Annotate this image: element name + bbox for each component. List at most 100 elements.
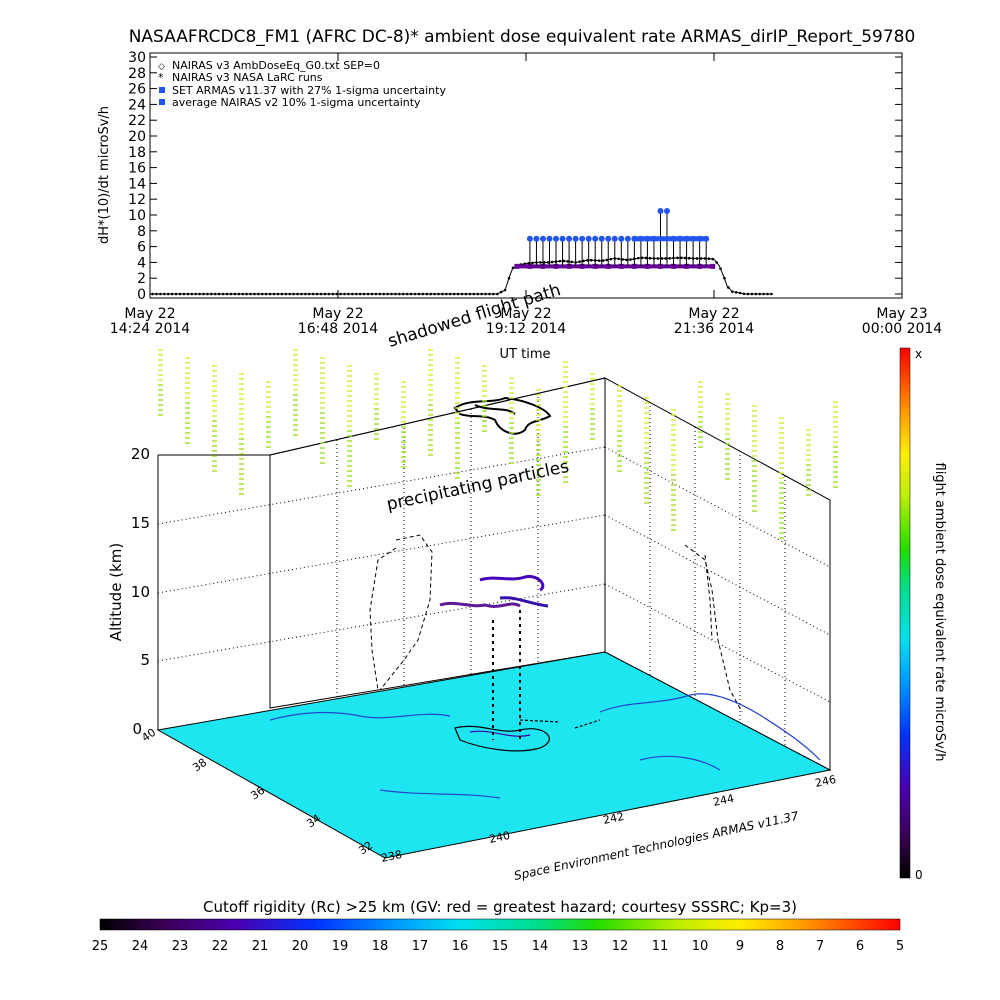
- nairas-v3-point: [182, 292, 186, 296]
- nairas-v3-point: [570, 260, 573, 264]
- nairas-v3-point: [566, 260, 570, 263]
- nairas-v3-point: [398, 292, 401, 296]
- rigidity-tick-label: 19: [332, 939, 349, 954]
- nairas-v3-point: [546, 261, 550, 264]
- nairas-v3-point: [217, 292, 221, 296]
- nairas-v3-point: [174, 292, 178, 296]
- armas-point: [585, 235, 592, 242]
- armas-point: [553, 235, 560, 242]
- nairas-v2-point: [710, 263, 716, 269]
- altitude-3d-plot: 0 5 10 15 20 Altitude (km) 40 38 36 34 3…: [107, 280, 838, 883]
- nairas-v3-point: [605, 258, 609, 262]
- nairas-v3-point: [676, 256, 679, 260]
- dose-colorbar-gradient: [899, 347, 911, 879]
- nairas-v3-point: [542, 261, 546, 264]
- nairas-v3-point: [292, 292, 295, 296]
- rigidity-tick-label: 11: [652, 939, 669, 954]
- legend-label: NAIRAS v3 NASA LaRC runs: [172, 71, 323, 84]
- nairas-v3-point: [210, 292, 213, 296]
- x-tick-time: 19:12 2014: [486, 321, 567, 337]
- rigidity-tick-label: 5: [896, 939, 904, 954]
- nairas-v3-point: [656, 257, 660, 260]
- flight-path-projections: [369, 534, 743, 713]
- nairas-v3-point: [660, 257, 664, 260]
- armas-point: [592, 235, 599, 242]
- nairas-v3-point: [366, 292, 370, 296]
- nairas-v3-point: [617, 257, 620, 261]
- nairas-v3-point: [166, 292, 170, 296]
- rigidity-tick-label: 23: [172, 939, 189, 954]
- altitude-tick: 0: [132, 720, 142, 738]
- nairas-v3-point: [644, 256, 648, 260]
- rigidity-tick-label: 24: [132, 939, 149, 954]
- rigidity-tick-label: 17: [412, 939, 429, 954]
- nairas-v3-point: [241, 292, 244, 296]
- nairas-v3-line: [152, 257, 772, 295]
- rigidity-tick-label: 22: [212, 939, 229, 954]
- rigidity-tick-label: 9: [736, 939, 744, 954]
- nairas-v3-point: [339, 292, 342, 296]
- nairas-v3-point: [746, 292, 750, 296]
- nairas-v3-point: [178, 292, 182, 296]
- armas-point: [664, 208, 670, 215]
- nairas-v3-point: [343, 292, 346, 296]
- nairas-v3-point: [374, 292, 378, 296]
- nairas-v3-point: [488, 292, 491, 296]
- map-floor-surface: [156, 651, 832, 859]
- colorbar-bottom-label: 0: [915, 868, 923, 882]
- lat-tick: 40: [139, 726, 158, 745]
- nairas-v3-point: [413, 292, 417, 296]
- nairas-v3-point: [601, 259, 605, 262]
- lat-tick: 38: [190, 756, 209, 775]
- nairas-v3-point: [460, 292, 464, 296]
- nairas-v3-point: [206, 292, 209, 296]
- x-tick-time: 21:36 2014: [674, 321, 755, 337]
- nairas-v3-point: [597, 259, 601, 262]
- nairas-v3-point: [492, 292, 495, 296]
- x-tick-date: May 23: [876, 306, 927, 322]
- rigidity-tick-label: 14: [532, 939, 549, 954]
- nairas-v3-point: [609, 257, 613, 261]
- nairas-v3-point: [754, 292, 758, 296]
- nairas-v3-point: [233, 292, 237, 296]
- nairas-v3-point: [507, 276, 511, 280]
- nairas-v3-point: [578, 260, 581, 263]
- nairas-v3-point: [758, 292, 761, 296]
- nairas-v3-point: [464, 292, 468, 296]
- rigidity-tick-label: 7: [816, 939, 824, 954]
- nairas-v3-point: [723, 276, 726, 280]
- y-tick-label: 0: [137, 287, 146, 303]
- nairas-v3-point: [202, 292, 205, 296]
- legend-label: average NAIRAS v2 10% 1-sigma uncertaint…: [172, 96, 421, 109]
- rigidity-tick-label: 16: [452, 939, 469, 954]
- nairas-v3-point: [311, 292, 315, 296]
- nairas-v3-point: [499, 290, 503, 294]
- nairas-v3-point: [276, 292, 280, 296]
- nairas-v3-point: [249, 292, 252, 296]
- lon-tick: 238: [380, 848, 403, 865]
- nairas-v3-point: [272, 292, 276, 296]
- y-tick-label: 16: [128, 161, 146, 177]
- colorbar-label: flight ambient dose equivalent rate micr…: [932, 463, 947, 762]
- nairas-v3-point: [307, 292, 311, 296]
- legend: ◇ NAIRAS v3 AmbDoseEq_G0.txt SEP=0 * NAI…: [158, 59, 446, 109]
- rigidity-colorbar: Cutoff rigidity (Rc) >25 km (GV: red = g…: [92, 898, 904, 954]
- nairas-v3-point: [378, 292, 382, 296]
- y-tick-label: 30: [128, 50, 146, 66]
- nairas-v3-point: [229, 292, 233, 296]
- nairas-v3-point: [315, 292, 319, 296]
- nairas-v3-point: [640, 256, 644, 260]
- nairas-v3-point: [445, 292, 448, 296]
- armas-point: [579, 235, 586, 242]
- nairas-v3-point: [358, 292, 362, 296]
- armas-point: [605, 235, 612, 242]
- nairas-v3-point: [382, 292, 385, 296]
- nairas-v3-point: [319, 292, 323, 296]
- nairas-v3-point: [495, 292, 499, 296]
- nairas-v3-point: [386, 292, 389, 296]
- legend-item-nairas-larc: * NAIRAS v3 NASA LaRC runs: [158, 71, 323, 84]
- nairas-v3-point: [190, 292, 194, 296]
- top-edge-right: [269, 377, 606, 456]
- legend-item-nairas-v2: average NAIRAS v2 10% 1-sigma uncertaint…: [159, 96, 421, 109]
